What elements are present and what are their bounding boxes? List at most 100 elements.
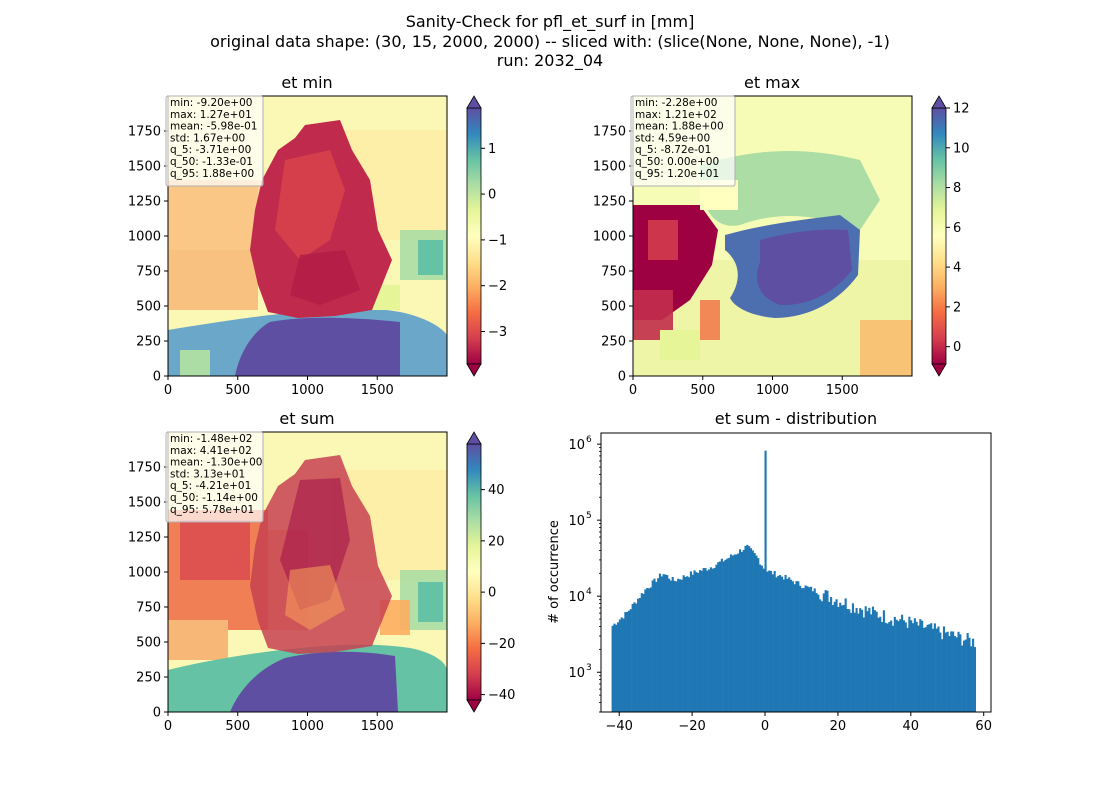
histogram-bar [822, 593, 825, 712]
histogram-bar [793, 584, 796, 712]
histogram-bar [917, 625, 920, 712]
panel-title: et sum - distribution [715, 409, 877, 428]
stat-line: std: 3.13e+01 [170, 468, 245, 480]
histogram-bar [890, 620, 893, 712]
histogram-bar [759, 564, 762, 712]
stat-line: min: -9.20e+00 [170, 97, 252, 109]
histogram-bar [779, 575, 782, 712]
stat-line: std: 4.59e+00 [635, 132, 710, 144]
histogram-bar [919, 619, 922, 712]
histogram-bar [748, 546, 751, 712]
y-tick-label: 1500 [593, 160, 626, 175]
panel-title: et min [281, 73, 332, 92]
x-tick-label: 0 [164, 719, 172, 734]
histogram-bar [684, 576, 687, 712]
histogram-bar [899, 619, 902, 712]
x-tick-labels: −40 −20 0 20 40 60 [606, 712, 992, 734]
y-tick-label: 1750 [128, 461, 161, 476]
histogram-bar [939, 632, 942, 712]
histogram-bar [788, 577, 791, 712]
histogram-bar [901, 614, 904, 712]
panel-et-sum: et sum 0 500 1000 1500 0 250 500 750 1000 1250 15… [128, 409, 516, 734]
histogram-bar [813, 588, 816, 712]
histogram-bar [617, 622, 620, 712]
histogram-bar [820, 601, 824, 712]
histogram-bar [766, 571, 769, 712]
y-tick-label: 1750 [128, 125, 161, 140]
histogram-bar [824, 590, 827, 712]
y-tick-labels: 0 250 500 750 1000 1250 1500 1750 [128, 125, 168, 385]
histogram-bar [888, 621, 891, 712]
y-tick-label: 10 [568, 514, 585, 529]
histogram-bar [833, 601, 836, 712]
histogram-bar [959, 634, 962, 712]
x-tick-label: 1500 [361, 383, 394, 398]
histogram-bar [906, 627, 909, 712]
y-tick-label: 750 [601, 265, 626, 280]
histogram-bar [839, 602, 842, 712]
colorbar-tick-label: −1 [488, 233, 507, 248]
colorbar-tick-label: 4 [953, 261, 961, 276]
histogram-bar [682, 575, 685, 712]
stat-line: mean: -5.98e-01 [170, 121, 257, 133]
histogram-bar [777, 575, 780, 712]
histogram-bar [857, 613, 860, 712]
histogram-bar [749, 548, 753, 712]
colorbar-tick-label: 0 [953, 340, 961, 355]
histogram-bar [753, 553, 756, 712]
histogram-bar [964, 639, 967, 712]
x-tick-label: 20 [830, 719, 847, 734]
histogram-bar [866, 611, 869, 712]
histogram-bar [664, 574, 667, 712]
histogram-bar [631, 603, 634, 712]
histogram-bar [693, 570, 696, 712]
histogram-bar [868, 607, 871, 712]
y-tick-label: 500 [136, 636, 161, 651]
histogram-bar [881, 622, 884, 712]
histogram-bar [653, 578, 656, 712]
colorbar-tick-label: 1 [488, 142, 496, 157]
y-tick-exponent: 3 [586, 663, 592, 673]
x-tick-label: 40 [903, 719, 920, 734]
histogram-bar [862, 617, 865, 712]
histogram-bar [795, 581, 798, 712]
y-tick-label: 1500 [128, 496, 161, 511]
histogram-bar [647, 588, 651, 712]
histogram-bar [902, 620, 905, 712]
histogram-bar [688, 577, 691, 712]
histogram-bar [724, 559, 727, 712]
histogram-bar [811, 591, 814, 712]
histogram-bar [915, 621, 918, 712]
histogram-bar [646, 588, 649, 712]
histogram-bar [897, 621, 900, 712]
histogram-bar [928, 624, 931, 712]
histogram-bar [789, 579, 793, 712]
histogram-bar [908, 616, 911, 712]
colorbar-tick-label: −40 [488, 688, 515, 703]
x-tick-label: −20 [678, 719, 705, 734]
histogram-bar [715, 564, 718, 712]
histogram-bar [764, 450, 767, 712]
histogram-bar [649, 587, 652, 712]
histogram-bar [737, 553, 740, 712]
colorbar-tick-label: 8 [953, 181, 961, 196]
histogram-bar [718, 561, 722, 712]
histogram-bar [948, 636, 951, 712]
heatmap-image [168, 432, 447, 712]
histogram-bar [799, 585, 802, 712]
stat-line: q_95: 5.78e+01 [170, 504, 254, 516]
histogram-bar [731, 555, 734, 712]
histogram-bar [784, 574, 787, 712]
histogram-bar [686, 576, 689, 712]
histogram-bar [675, 581, 678, 712]
histogram-bar [735, 554, 738, 712]
histogram-bar [871, 606, 875, 712]
histogram-bar [642, 593, 645, 712]
histogram-bar [904, 622, 907, 712]
histogram-bar [629, 609, 632, 712]
x-tick-labels: 0 500 1000 1500 [164, 712, 394, 734]
stat-line: q_5: -3.71e+00 [170, 144, 251, 156]
